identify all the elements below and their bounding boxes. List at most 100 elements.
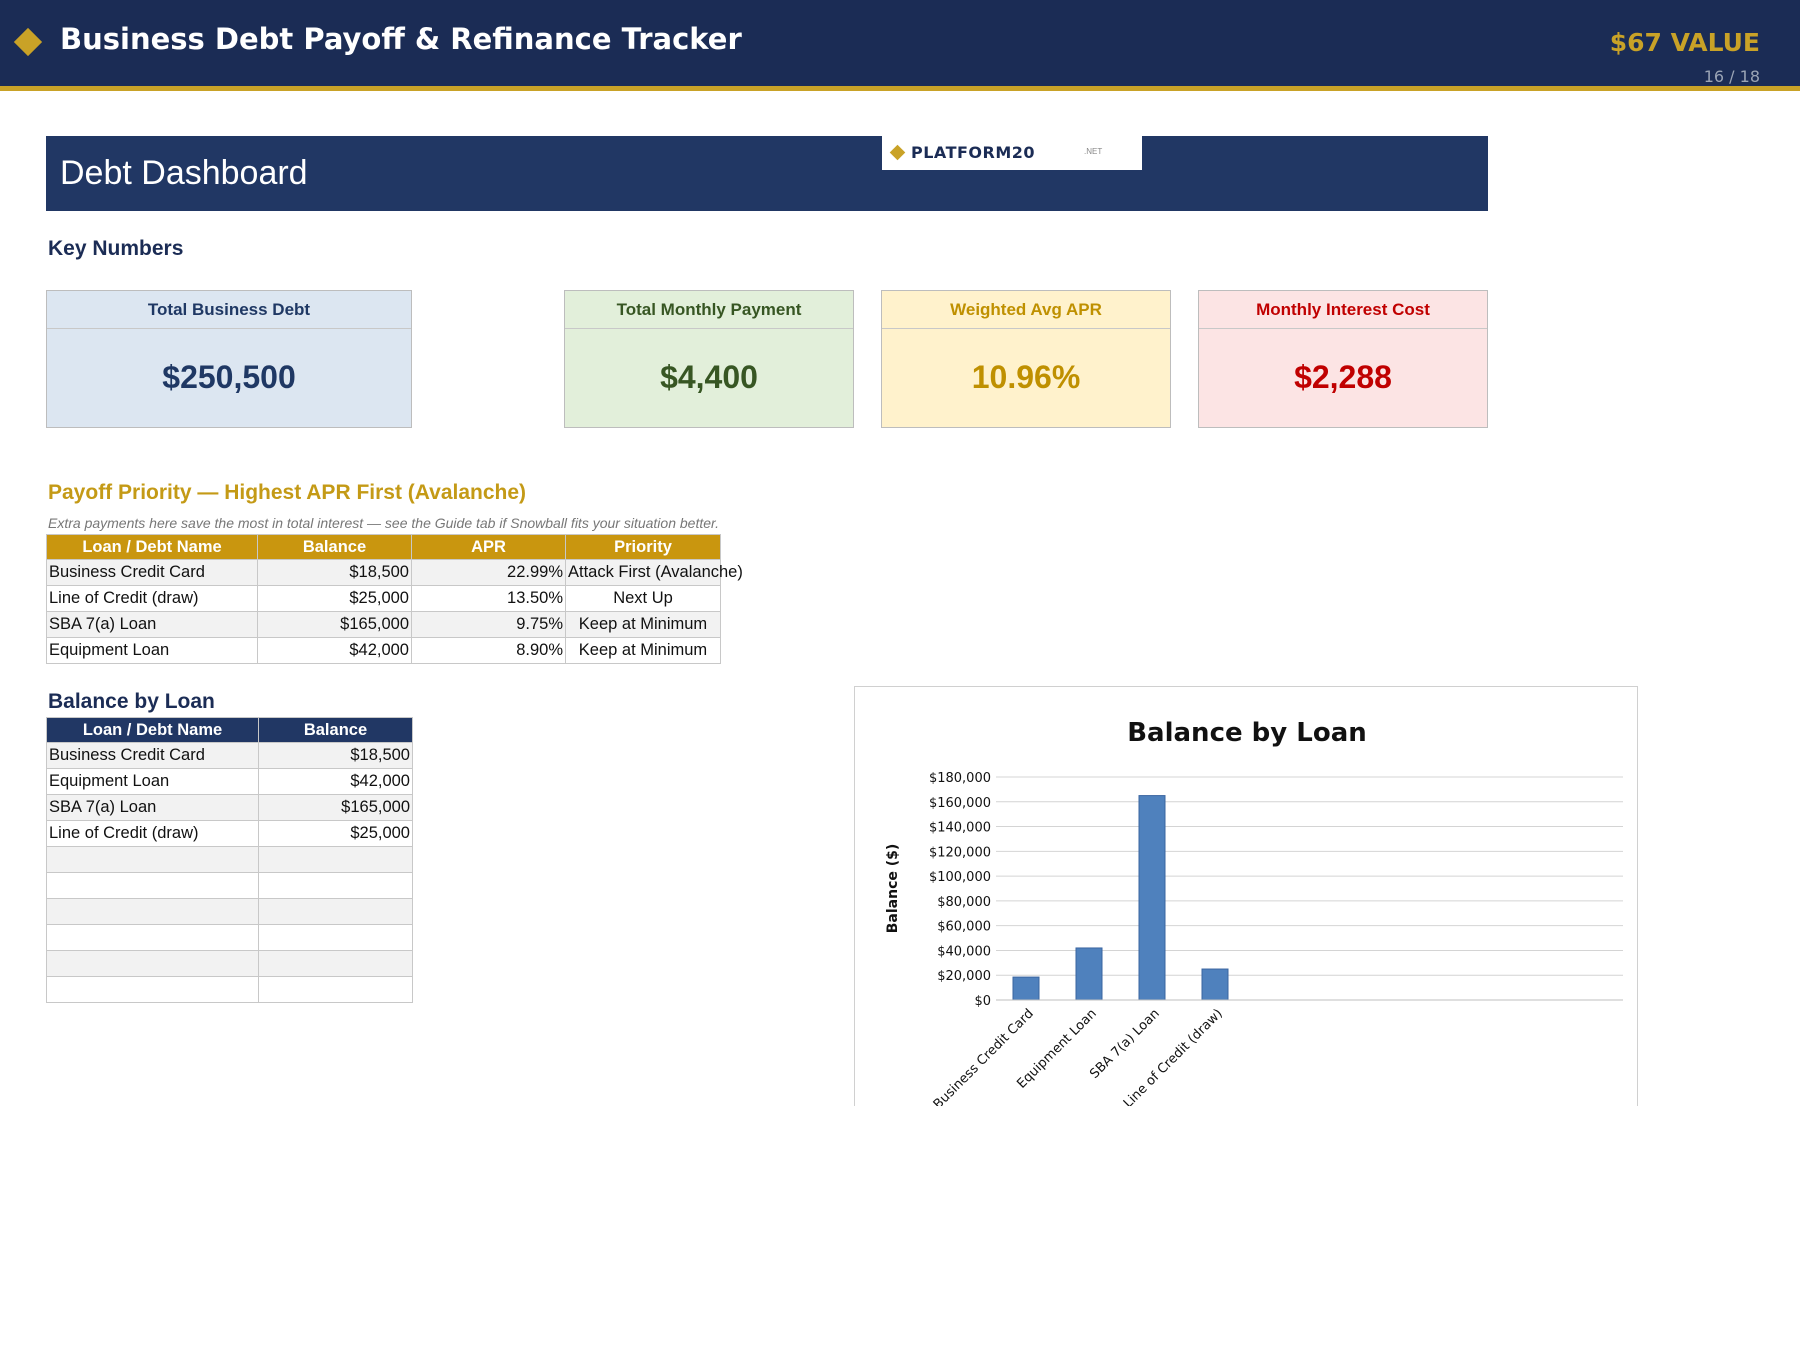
loan-name-cell[interactable]: SBA 7(a) Loan xyxy=(46,611,258,638)
loan-name-cell[interactable] xyxy=(46,872,259,899)
balance-by-loan-table: Loan / Debt Name Balance Business Credit… xyxy=(46,717,413,1003)
priority-cell[interactable]: Keep at Minimum xyxy=(565,637,721,664)
logo-suffix: .NET xyxy=(1084,147,1103,156)
column-header: APR xyxy=(411,534,566,560)
kpi-value: $4,400 xyxy=(660,359,758,395)
app-header: Business Debt Payoff & Refinance Tracker… xyxy=(0,0,1800,86)
balance-cell[interactable] xyxy=(258,950,413,977)
loan-name-cell[interactable]: Business Credit Card xyxy=(46,559,258,586)
y-tick-label: $120,000 xyxy=(929,845,991,860)
chart-title: Balance by Loan xyxy=(1127,718,1367,748)
balance-by-loan-title: Balance by Loan xyxy=(48,690,215,713)
balance-cell[interactable]: $25,000 xyxy=(257,585,412,612)
loan-name-cell[interactable]: Line of Credit (draw) xyxy=(46,585,258,612)
loan-name-cell[interactable] xyxy=(46,976,259,1003)
kpi-value: $250,500 xyxy=(162,359,296,395)
table-header-row: Loan / Debt Name Balance xyxy=(46,717,413,743)
loan-name-cell[interactable] xyxy=(46,924,259,951)
balance-cell[interactable] xyxy=(258,976,413,1003)
table-row: SBA 7(a) Loan $165,000 xyxy=(46,794,413,821)
value-badge: $67 VALUE xyxy=(1609,28,1760,57)
x-tick-label: Business Credit Card xyxy=(931,1006,1037,1106)
dashboard-banner: Debt Dashboard xyxy=(46,136,1488,211)
kpi-card-monthly-payment: Total Monthly Payment $4,400 xyxy=(564,290,854,428)
loan-name-cell[interactable] xyxy=(46,846,259,873)
balance-cell[interactable]: $42,000 xyxy=(257,637,412,664)
y-tick-label: $180,000 xyxy=(929,771,991,786)
y-tick-label: $60,000 xyxy=(937,920,991,935)
y-tick-label: $80,000 xyxy=(937,895,991,910)
balance-cell[interactable]: $165,000 xyxy=(258,794,413,821)
app-title: Business Debt Payoff & Refinance Tracker xyxy=(60,22,742,56)
bar xyxy=(1138,795,1166,1001)
loan-name-cell[interactable] xyxy=(46,950,259,977)
column-header: Loan / Debt Name xyxy=(46,534,258,560)
balance-cell[interactable] xyxy=(258,898,413,925)
kpi-label: Total Business Debt xyxy=(47,291,411,329)
kpi-card-monthly-interest: Monthly Interest Cost $2,288 xyxy=(1198,290,1488,428)
column-header: Loan / Debt Name xyxy=(46,717,259,743)
balance-bar-chart: Balance by Loan $0 $20,000 $40,000 $60,000 $8… xyxy=(885,718,1623,1106)
loan-name-cell[interactable]: Equipment Loan xyxy=(46,637,258,664)
table-row: Business Credit Card $18,500 xyxy=(46,742,413,769)
priority-cell[interactable]: Attack First (Avalanche) xyxy=(565,559,743,586)
kpi-value: 10.96% xyxy=(971,359,1081,395)
priority-cell[interactable]: Keep at Minimum xyxy=(565,611,721,638)
table-row: Business Credit Card $18,500 22.99% Atta… xyxy=(46,559,743,586)
table-row xyxy=(46,924,413,951)
y-tick-label: $100,000 xyxy=(929,870,991,885)
table-row: Equipment Loan $42,000 xyxy=(46,768,413,795)
payoff-priority-table: Loan / Debt Name Balance APR Priority Bu… xyxy=(46,534,743,664)
balance-cell[interactable]: $18,500 xyxy=(257,559,412,586)
loan-name-cell[interactable]: Line of Credit (draw) xyxy=(46,820,259,847)
kpi-card-weighted-apr: Weighted Avg APR 10.96% xyxy=(881,290,1171,428)
table-header-row: Loan / Debt Name Balance APR Priority xyxy=(46,534,721,560)
priority-cell[interactable]: Next Up xyxy=(565,585,721,612)
platform-logo: PLATFORM20 .NET xyxy=(882,136,1142,170)
payoff-note: Extra payments here save the most in tot… xyxy=(48,515,720,531)
payoff-priority-title: Payoff Priority — Highest APR First (Ava… xyxy=(48,481,527,504)
key-numbers-title: Key Numbers xyxy=(48,237,184,260)
apr-cell[interactable]: 9.75% xyxy=(411,611,566,638)
apr-cell[interactable]: 22.99% xyxy=(411,559,566,586)
table-row: Line of Credit (draw) $25,000 13.50% Nex… xyxy=(46,585,721,612)
apr-cell[interactable]: 13.50% xyxy=(411,585,566,612)
balance-cell[interactable] xyxy=(258,872,413,899)
y-tick-label: $20,000 xyxy=(937,969,991,984)
kpi-label: Monthly Interest Cost xyxy=(1199,291,1487,329)
bar xyxy=(1012,976,1040,1001)
table-row xyxy=(46,950,413,977)
table-row xyxy=(46,846,413,873)
apr-cell[interactable]: 8.90% xyxy=(411,637,566,664)
kpi-card-total-debt: Total Business Debt $250,500 xyxy=(46,290,412,428)
table-row xyxy=(46,872,413,899)
table-row: Line of Credit (draw) $25,000 xyxy=(46,820,413,847)
bar xyxy=(1075,947,1103,1001)
bar xyxy=(1201,968,1229,1001)
table-row xyxy=(46,898,413,925)
dashboard-title: Debt Dashboard xyxy=(60,154,308,192)
balance-cell[interactable]: $18,500 xyxy=(258,742,413,769)
balance-cell[interactable]: $25,000 xyxy=(258,820,413,847)
loan-name-cell[interactable]: Business Credit Card xyxy=(46,742,259,769)
page-counter: 16 / 18 xyxy=(1703,67,1760,86)
column-header: Priority xyxy=(565,534,721,560)
y-tick-label: $140,000 xyxy=(929,821,991,836)
loan-name-cell[interactable] xyxy=(46,898,259,925)
balance-cell[interactable] xyxy=(258,846,413,873)
column-header: Balance xyxy=(258,717,413,743)
loan-name-cell[interactable]: Equipment Loan xyxy=(46,768,259,795)
diamond-icon xyxy=(889,144,906,161)
table-row: Equipment Loan $42,000 8.90% Keep at Min… xyxy=(46,637,721,664)
balance-cell[interactable]: $42,000 xyxy=(258,768,413,795)
diamond-logo-icon xyxy=(13,27,43,57)
loan-name-cell[interactable]: SBA 7(a) Loan xyxy=(46,794,259,821)
balance-cell[interactable] xyxy=(258,924,413,951)
y-tick-label: $0 xyxy=(974,994,991,1009)
table-row: SBA 7(a) Loan $165,000 9.75% Keep at Min… xyxy=(46,611,721,638)
balance-cell[interactable]: $165,000 xyxy=(257,611,412,638)
kpi-label: Weighted Avg APR xyxy=(882,291,1170,329)
table-row xyxy=(46,976,413,1003)
y-tick-label: $40,000 xyxy=(937,944,991,959)
kpi-label: Total Monthly Payment xyxy=(565,291,853,329)
